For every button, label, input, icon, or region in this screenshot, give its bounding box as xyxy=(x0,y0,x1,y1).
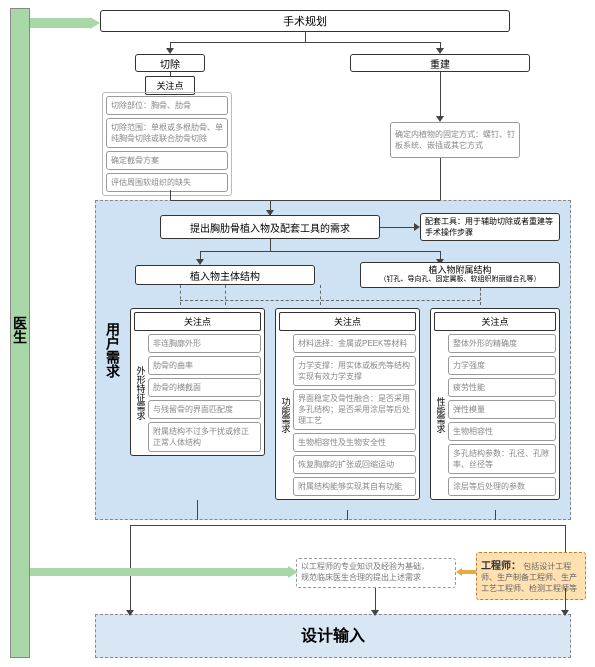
function-column: 关注点 功能需求 材料选择：金属或PEEK等材料 力学支撑：用实体或板壳等结构实… xyxy=(275,308,420,500)
function-title: 功能需求 xyxy=(279,334,293,496)
performance-focus: 关注点 xyxy=(434,312,556,331)
user-need-label: 用户需求 xyxy=(103,300,123,400)
performance-item: 多孔结构参数：孔径、孔隙率、丝径等 xyxy=(448,444,556,474)
performance-title: 性能需求 xyxy=(434,334,448,496)
resection-item: 切除部位：胸骨、肋骨 xyxy=(106,96,228,115)
function-item: 力学支撑：用实体或板壳等结构实现有效力学支撑 xyxy=(293,356,416,386)
performance-item: 涂层等后处理的参数 xyxy=(448,477,556,496)
engineer-note-l2: 规范临床医生合理的提出上述需求 xyxy=(301,572,451,583)
function-item: 附属结构能够实现其自有功能 xyxy=(293,477,416,496)
shape-item: 非连胸廓外形 xyxy=(148,334,261,353)
engineer-note-l1: 以工程师的专业知识及经验为基础， xyxy=(301,561,451,572)
accessory-struct-box: 植入物附属结构 （钉孔、导向孔、固定翼板、软组织附丽缝合孔等） xyxy=(360,262,560,288)
engineer-note: 以工程师的专业知识及经验为基础， 规范临床医生合理的提出上述需求 xyxy=(296,558,456,588)
orange-connector xyxy=(462,570,476,574)
function-focus: 关注点 xyxy=(279,312,416,331)
shape-item: 与残留骨的界面匹配度 xyxy=(148,400,261,419)
shape-item: 肋骨的横截面 xyxy=(148,378,261,397)
performance-item: 疲劳性能 xyxy=(448,378,556,397)
engineer-title: 工程师： xyxy=(481,561,521,572)
tool-box: 配套工具：用于辅助切除或者重建等手术操作步骤 xyxy=(420,213,560,241)
performance-item: 生物相容性 xyxy=(448,422,556,441)
function-item: 生物相容性及生物安全性 xyxy=(293,433,416,452)
engineer-box: 工程师： 包括设计工程师、生产制备工程师、生产工艺工程师、检测工程师等 xyxy=(476,552,586,600)
accessory-sub: （钉孔、导向孔、固定翼板、软组织附丽缝合孔等） xyxy=(380,276,541,284)
resection-item: 切除范围：单根或多根肋骨、单纯胸骨切除或联合肋骨切除 xyxy=(106,118,228,148)
doctor-label: 医生 xyxy=(10,300,30,360)
demand-box: 提出胸肋骨植入物及配套工具的需求 xyxy=(160,215,380,239)
resection-box: 切除 xyxy=(135,54,205,72)
green-connector-top xyxy=(30,18,90,28)
surgery-plan-box: 手术规划 xyxy=(100,10,510,32)
function-item: 界面稳定及骨性融合：是否采用多孔结构；是否采用涂层等后处理工艺 xyxy=(293,389,416,430)
performance-item: 弹性模量 xyxy=(448,400,556,419)
accessory-title: 植入物附属结构 xyxy=(428,266,491,276)
performance-item: 整体外形的精确度 xyxy=(448,334,556,353)
main-struct-box: 植入物主体结构 xyxy=(135,265,315,285)
shape-item: 附属结构不过多干扰或修正正常人体结构 xyxy=(148,422,261,452)
shape-title: 外形特征需求 xyxy=(134,334,148,452)
green-arrow-top xyxy=(90,17,100,29)
shape-column: 关注点 外形特征需求 非连胸廓外形 肋骨的曲率 肋骨的横截面 与残留骨的界面匹配… xyxy=(130,308,265,456)
reconstruct-box: 重建 xyxy=(350,54,530,72)
resection-items: 切除部位：胸骨、肋骨 切除范围：单根或多根肋骨、单纯胸骨切除或联合肋骨切除 确定… xyxy=(102,92,232,196)
shape-focus: 关注点 xyxy=(134,312,261,331)
reconstruct-item: 确定内植物的固定方式：螺钉、钉板系统、嵌插或其它方式 xyxy=(390,122,520,158)
green-arrow-mid xyxy=(288,566,298,578)
resection-item: 评估周围软组织的缺失 xyxy=(106,173,228,192)
performance-column: 关注点 性能需求 整体外形的精确度 力学强度 疲劳性能 弹性模量 生物相容性 多… xyxy=(430,308,560,500)
performance-item: 力学强度 xyxy=(448,356,556,375)
resection-item: 确定截骨方案 xyxy=(106,151,228,170)
function-item: 恢复胸廓的扩张或回缩运动 xyxy=(293,455,416,474)
shape-item: 肋骨的曲率 xyxy=(148,356,261,375)
orange-arrow xyxy=(456,568,462,576)
design-input-label: 设计输入 xyxy=(95,622,571,646)
function-item: 材料选择：金属或PEEK等材料 xyxy=(293,334,416,353)
green-connector-mid xyxy=(30,568,290,576)
